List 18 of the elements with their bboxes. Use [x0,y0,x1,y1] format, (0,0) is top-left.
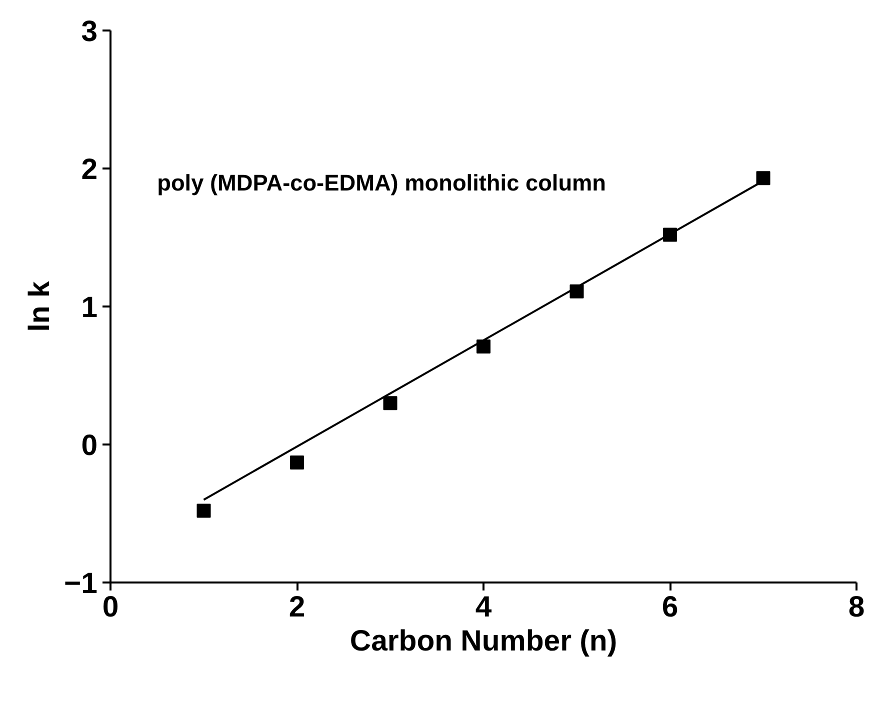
annotation: poly (MDPA-co-EDMA) monolithic column [157,169,606,196]
x-tick-label: 8 [848,590,865,624]
point [756,171,770,186]
x-tick-label: 0 [102,590,119,624]
x-axis-title: Carbon Number (n) [350,624,618,658]
x-tick-label: 2 [288,590,306,624]
y-axis-title: ln k [23,280,56,332]
y-tick-label: 1 [81,291,98,324]
point [476,340,490,354]
point [290,455,304,470]
point [196,504,211,518]
x-tick-label: 4 [475,590,492,624]
y-tick-label: −1 [64,567,98,600]
y-tick-label: 0 [81,429,98,462]
y-tick-label: 3 [81,15,98,48]
y-tick-label: 2 [81,153,98,186]
point [383,396,398,410]
x-tick-label: 6 [662,590,678,624]
